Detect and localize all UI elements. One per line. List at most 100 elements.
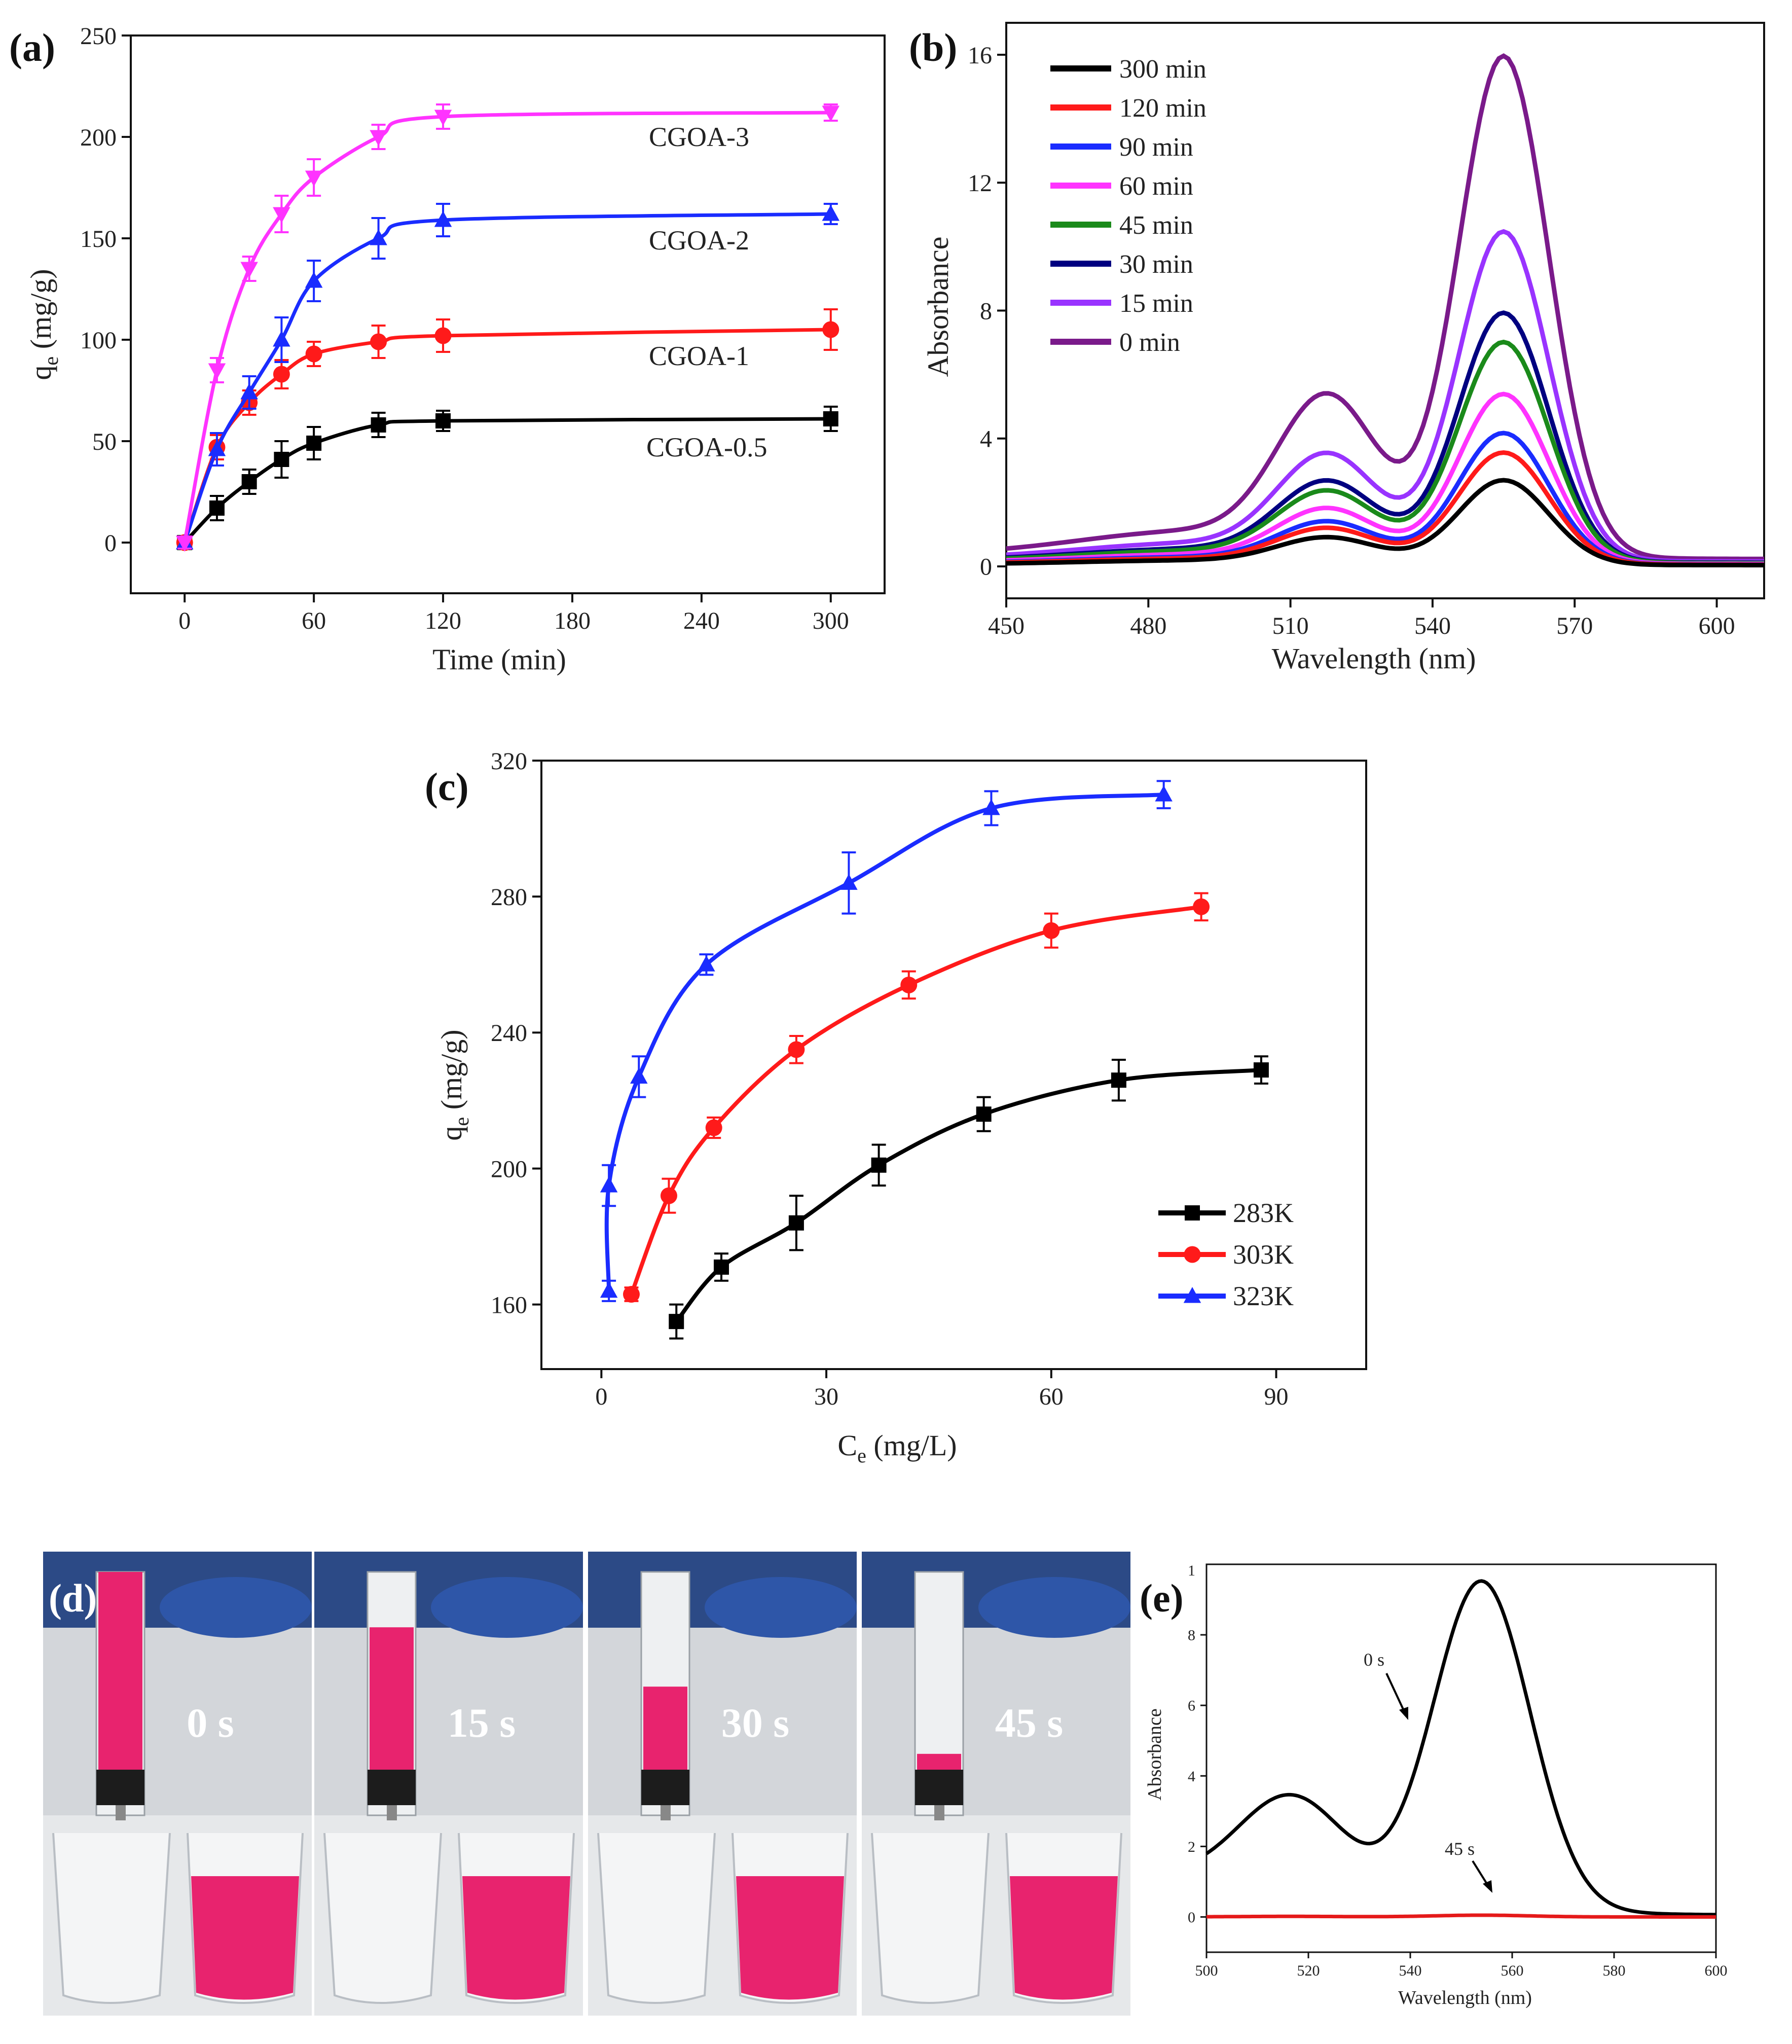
data-point	[305, 272, 323, 288]
panel-a-ylabel-unit: (mg/g)	[24, 269, 57, 356]
x-tick-label: 560	[1501, 1962, 1524, 1979]
panel-a-ylabel: qe (mg/g)	[24, 269, 62, 380]
legend-label: 283K	[1233, 1198, 1294, 1228]
y-tick-label: 16	[968, 42, 992, 69]
panel-b-label: (b)	[909, 25, 957, 69]
data-point	[370, 130, 387, 146]
glove-fingers	[705, 1577, 857, 1638]
data-point	[871, 1157, 887, 1173]
panel-c-283K-line	[675, 1068, 1262, 1323]
legend-label: 300 min	[1119, 55, 1206, 84]
syringe-sorbent	[96, 1770, 144, 1805]
x-tick-label: 520	[1297, 1962, 1320, 1979]
panel-e-xlabel: Wavelength (nm)	[1398, 1987, 1532, 2009]
x-tick-label: 120	[425, 607, 461, 634]
panel-a-kinetics-chart: (a) 0 60 120 180 240 300 0 50 100 150 200 250 Time …	[9, 23, 886, 676]
data-point	[209, 500, 225, 516]
photo-frame-0: 0 s	[43, 1552, 312, 2016]
x-tick-label: 600	[1699, 613, 1735, 639]
data-point	[788, 1041, 805, 1058]
panel-a-ylabel-sub: e	[40, 356, 62, 366]
syringe-tip	[116, 1805, 126, 1820]
data-point	[370, 333, 387, 350]
y-tick-label: 2	[1188, 1839, 1195, 1855]
data-point	[240, 262, 258, 278]
legend-label: 0 min	[1119, 328, 1180, 357]
syringe-liquid	[370, 1627, 414, 1770]
data-point	[669, 1314, 684, 1330]
data-point	[713, 1259, 729, 1275]
data-point	[1043, 922, 1060, 939]
panel-c-xlabel-main: C	[837, 1429, 857, 1462]
x-tick-label: 500	[1195, 1962, 1218, 1979]
syringe-tip	[387, 1805, 397, 1820]
data-point	[1111, 1072, 1126, 1088]
axes-frame	[1205, 1563, 1717, 1953]
legend-label: 90 min	[1119, 133, 1193, 162]
panel-c-xlabel-unit: (mg/L)	[866, 1429, 957, 1462]
data-point	[371, 417, 386, 433]
data-point	[1193, 898, 1210, 915]
data-point	[623, 1286, 640, 1303]
x-tick-label: 600	[1705, 1962, 1728, 1979]
x-tick-label: 580	[1603, 1962, 1626, 1979]
x-tick-label: 240	[683, 607, 720, 634]
panel-d-photo-sequence: 0 s 15 s 30 s 45 s (d)	[43, 1552, 1130, 2016]
annotation-cgoa-0-5: CGOA-0.5	[646, 432, 767, 462]
legend-label: 30 min	[1119, 250, 1193, 279]
legend-label: 45 min	[1119, 211, 1193, 240]
data-point	[273, 331, 290, 347]
data-point	[1185, 1205, 1200, 1221]
data-point	[660, 1187, 677, 1204]
data-point	[600, 1176, 618, 1193]
data-point	[630, 1067, 648, 1084]
y-tick-label: 8	[1188, 1627, 1195, 1644]
x-tick-label: 60	[1039, 1383, 1064, 1410]
beaker-clear	[597, 1833, 716, 2004]
y-tick-label: 200	[491, 1156, 527, 1182]
beaker-dye-liquid	[191, 1876, 299, 2000]
annotation-0s: 0 s	[1364, 1649, 1384, 1670]
x-tick-label: 480	[1130, 613, 1166, 639]
spectrum-300-min	[1006, 478, 1764, 567]
syringe-sorbent	[915, 1770, 963, 1805]
beaker-clear	[52, 1833, 171, 2004]
panel-b-xlabel: Wavelength (nm)	[1272, 642, 1476, 675]
data-point	[976, 1106, 992, 1122]
data-point	[822, 205, 840, 221]
legend-label: 15 min	[1119, 289, 1193, 318]
glove-fingers	[160, 1577, 312, 1638]
syringe-sorbent	[641, 1770, 689, 1805]
panel-c-ylabel-sub: e	[450, 1117, 473, 1126]
y-tick-label: 100	[80, 327, 117, 354]
data-point	[305, 170, 323, 187]
x-tick-label: 510	[1272, 613, 1309, 639]
x-tick-label: 180	[554, 607, 591, 634]
glove-fingers	[978, 1577, 1130, 1638]
panel-d-frames: 0 s 15 s 30 s 45 s	[43, 1552, 1130, 2016]
data-point	[435, 413, 451, 428]
panel-e-plot-area: 500 520 540 560 580 600 0 2 4 6 8 1	[1188, 1562, 1728, 1979]
data-point	[241, 474, 257, 489]
arrow-45s	[1472, 1860, 1489, 1886]
spectrum-0-s	[1205, 1579, 1716, 1917]
panel-e-label: (e)	[1140, 1576, 1184, 1620]
y-tick-label: 4	[980, 426, 992, 453]
beaker-clear	[871, 1833, 990, 2004]
panel-a-cgoa-2-line	[182, 212, 831, 544]
panel-b-plot-area: 450 480 510 540 570 600 0 4 8 12 16 300 min 120 min 9…	[968, 22, 1765, 639]
frame-time-label: 0 s	[187, 1700, 234, 1746]
y-tick-label: 8	[980, 298, 992, 325]
annotation-cgoa-3: CGOA-3	[649, 122, 749, 152]
data-point	[306, 436, 322, 451]
data-point	[434, 327, 452, 344]
panel-c-label: (c)	[425, 765, 469, 809]
legend-label: 120 min	[1119, 94, 1206, 123]
frame-time-label: 30 s	[721, 1700, 789, 1746]
glove-fingers	[431, 1577, 583, 1638]
x-tick-label: 60	[302, 607, 326, 634]
y-tick-label: 160	[491, 1292, 527, 1318]
data-point	[175, 535, 194, 552]
data-point	[823, 411, 838, 426]
